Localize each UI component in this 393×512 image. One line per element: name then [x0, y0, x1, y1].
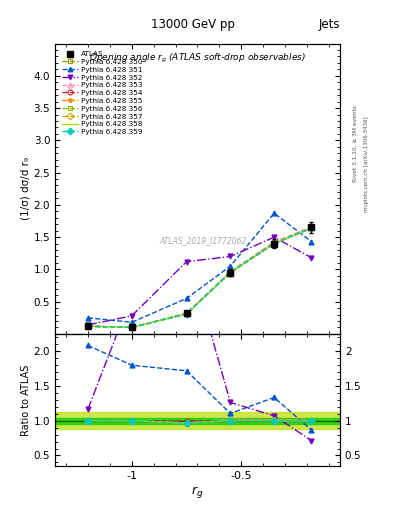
- Pythia 6.428 357: [184, 311, 189, 317]
- Pythia 6.428 354: [228, 269, 233, 275]
- Pythia 6.428 356: [228, 269, 233, 275]
- Pythia 6.428 351: [86, 315, 90, 321]
- Legend: ATLAS, Pythia 6.428 350, Pythia 6.428 351, Pythia 6.428 352, Pythia 6.428 353, P: ATLAS, Pythia 6.428 350, Pythia 6.428 35…: [59, 48, 145, 138]
- Pythia 6.428 359: [184, 311, 189, 317]
- Pythia 6.428 357: [228, 269, 233, 275]
- Pythia 6.428 358: [309, 225, 314, 231]
- Pythia 6.428 351: [272, 210, 277, 216]
- Pythia 6.428 352: [129, 313, 134, 319]
- Text: mcplots.cern.ch [arXiv:1306.3436]: mcplots.cern.ch [arXiv:1306.3436]: [364, 116, 369, 211]
- Pythia 6.428 352: [228, 253, 233, 260]
- Pythia 6.428 351: [228, 263, 233, 269]
- Pythia 6.428 354: [309, 225, 314, 231]
- Pythia 6.428 350: [228, 269, 233, 275]
- Line: Pythia 6.428 350: Pythia 6.428 350: [85, 225, 314, 330]
- Text: Jets: Jets: [318, 18, 340, 31]
- Y-axis label: Ratio to ATLAS: Ratio to ATLAS: [21, 364, 31, 436]
- Pythia 6.428 357: [86, 323, 90, 329]
- Pythia 6.428 354: [184, 310, 189, 316]
- Text: Rivet 3.1.10, ≥ 3M events: Rivet 3.1.10, ≥ 3M events: [353, 105, 358, 182]
- Pythia 6.428 350: [272, 239, 277, 245]
- Pythia 6.428 354: [272, 241, 277, 247]
- Pythia 6.428 358: [228, 269, 233, 275]
- Line: Pythia 6.428 358: Pythia 6.428 358: [88, 228, 312, 328]
- Pythia 6.428 355: [86, 323, 90, 329]
- Pythia 6.428 352: [86, 322, 90, 328]
- Pythia 6.428 355: [309, 225, 314, 231]
- Pythia 6.428 358: [129, 325, 134, 331]
- Pythia 6.428 359: [228, 269, 233, 275]
- Pythia 6.428 355: [129, 325, 134, 331]
- Line: Pythia 6.428 355: Pythia 6.428 355: [85, 226, 314, 330]
- Pythia 6.428 353: [86, 323, 90, 329]
- Pythia 6.428 353: [309, 224, 314, 230]
- Pythia 6.428 359: [129, 325, 134, 331]
- Pythia 6.428 352: [184, 259, 189, 265]
- Pythia 6.428 356: [86, 323, 90, 329]
- X-axis label: $r_g$: $r_g$: [191, 483, 204, 500]
- Pythia 6.428 359: [272, 241, 277, 247]
- Pythia 6.428 351: [184, 295, 189, 302]
- Pythia 6.428 354: [129, 325, 134, 331]
- Line: Pythia 6.428 354: Pythia 6.428 354: [85, 226, 314, 330]
- Pythia 6.428 354: [86, 323, 90, 329]
- Pythia 6.428 359: [309, 225, 314, 231]
- Pythia 6.428 353: [184, 311, 189, 317]
- Pythia 6.428 350: [184, 311, 189, 317]
- Text: Opening angle $r_g$ (ATLAS soft-drop observables): Opening angle $r_g$ (ATLAS soft-drop obs…: [89, 52, 306, 66]
- Pythia 6.428 350: [86, 323, 90, 329]
- Line: Pythia 6.428 356: Pythia 6.428 356: [85, 225, 314, 330]
- Line: Pythia 6.428 352: Pythia 6.428 352: [85, 234, 314, 327]
- Pythia 6.428 358: [272, 241, 277, 247]
- Pythia 6.428 352: [272, 234, 277, 240]
- Pythia 6.428 357: [129, 325, 134, 331]
- Line: Pythia 6.428 359: Pythia 6.428 359: [85, 226, 314, 330]
- Pythia 6.428 353: [272, 239, 277, 245]
- Pythia 6.428 358: [86, 323, 90, 329]
- Pythia 6.428 357: [272, 240, 277, 246]
- Pythia 6.428 351: [309, 239, 314, 245]
- Text: 13000 GeV pp: 13000 GeV pp: [151, 18, 235, 31]
- Pythia 6.428 356: [129, 325, 134, 331]
- Pythia 6.428 355: [228, 269, 233, 275]
- Pythia 6.428 356: [309, 224, 314, 230]
- Pythia 6.428 350: [129, 325, 134, 331]
- Pythia 6.428 355: [184, 311, 189, 317]
- Y-axis label: (1/σ) dσ/d r₉: (1/σ) dσ/d r₉: [21, 157, 31, 220]
- Pythia 6.428 357: [309, 225, 314, 231]
- Pythia 6.428 353: [129, 325, 134, 331]
- Pythia 6.428 355: [272, 241, 277, 247]
- Pythia 6.428 352: [309, 254, 314, 261]
- Line: Pythia 6.428 351: Pythia 6.428 351: [85, 211, 314, 325]
- Pythia 6.428 350: [309, 224, 314, 230]
- Pythia 6.428 353: [228, 268, 233, 274]
- Text: ATLAS_2019_I1772062: ATLAS_2019_I1772062: [160, 237, 247, 245]
- Line: Pythia 6.428 357: Pythia 6.428 357: [85, 226, 314, 330]
- Pythia 6.428 356: [272, 240, 277, 246]
- Pythia 6.428 351: [129, 319, 134, 326]
- Pythia 6.428 356: [184, 311, 189, 317]
- Pythia 6.428 359: [86, 323, 90, 329]
- Line: Pythia 6.428 353: Pythia 6.428 353: [85, 224, 314, 330]
- Pythia 6.428 358: [184, 311, 189, 317]
